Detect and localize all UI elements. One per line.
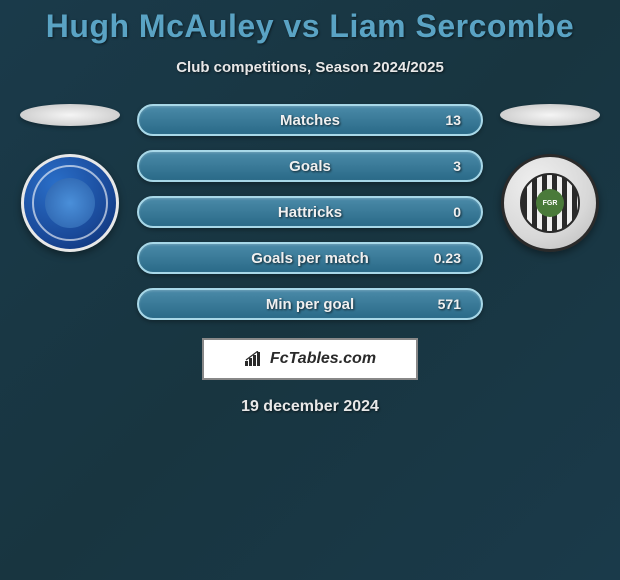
player-right-avatar-placeholder <box>500 104 600 126</box>
stat-value: 13 <box>445 112 461 128</box>
stat-bar-matches: Matches 13 <box>137 104 483 136</box>
page-title: Hugh McAuley vs Liam Sercombe <box>0 8 620 45</box>
stat-value: 3 <box>453 158 461 174</box>
stat-bar-goals: Goals 3 <box>137 150 483 182</box>
badge-right-stripes: FGR <box>520 173 580 233</box>
stat-label: Goals per match <box>251 250 369 267</box>
badge-right-center: FGR <box>536 189 564 217</box>
stat-label: Goals <box>289 158 331 175</box>
player-right-column: FGR <box>495 104 605 252</box>
player-left-column <box>15 104 125 252</box>
stat-value: 0 <box>453 204 461 220</box>
stat-bar-hattricks: Hattricks 0 <box>137 196 483 228</box>
badge-left-inner <box>45 178 95 228</box>
date-text: 19 december 2024 <box>0 398 620 416</box>
stat-label: Matches <box>280 112 340 129</box>
comparison-card: Hugh McAuley vs Liam Sercombe Club compe… <box>0 0 620 416</box>
subtitle: Club competitions, Season 2024/2025 <box>0 59 620 76</box>
stat-value: 0.23 <box>434 250 461 266</box>
chart-icon <box>244 351 264 367</box>
brand-text: FcTables.com <box>270 350 376 368</box>
player-left-avatar-placeholder <box>20 104 120 126</box>
stat-bar-min-per-goal: Min per goal 571 <box>137 288 483 320</box>
stat-value: 571 <box>438 296 461 312</box>
main-row: Matches 13 Goals 3 Hattricks 0 Goals per… <box>0 104 620 320</box>
stats-column: Matches 13 Goals 3 Hattricks 0 Goals per… <box>137 104 483 320</box>
aldershot-town-badge <box>21 154 119 252</box>
stat-label: Hattricks <box>278 204 342 221</box>
stat-label: Min per goal <box>266 296 354 313</box>
stat-bar-goals-per-match: Goals per match 0.23 <box>137 242 483 274</box>
brand-box: FcTables.com <box>202 338 418 380</box>
forest-green-rovers-badge: FGR <box>501 154 599 252</box>
